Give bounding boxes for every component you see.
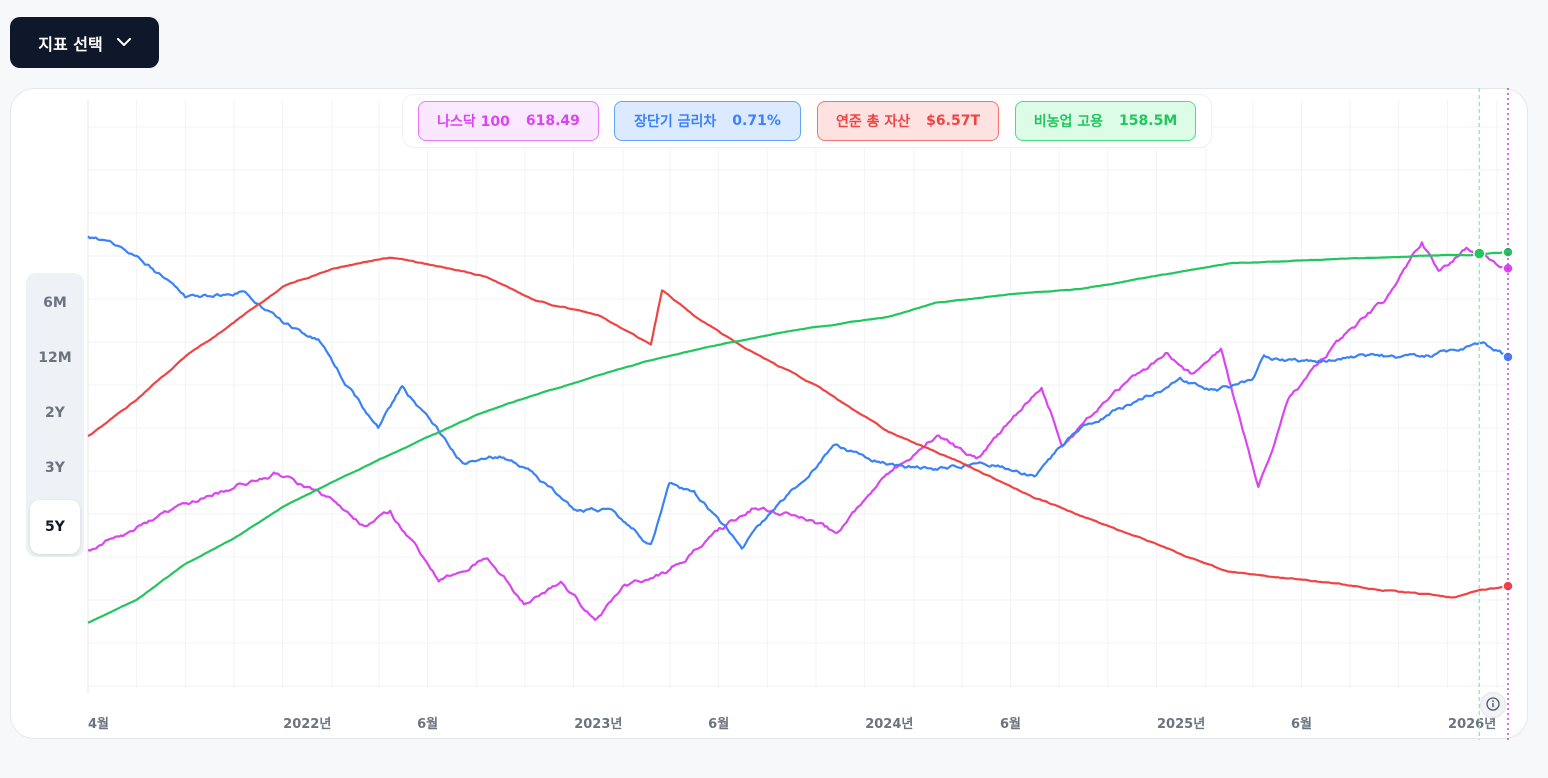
range-button-3y[interactable]: 3Y <box>45 460 65 476</box>
range-selector: 6M 12M 2Y 3Y 5Y <box>26 273 84 557</box>
x-tick-label: 4월 <box>88 716 109 732</box>
series-end-point <box>1502 580 1514 592</box>
legend-chip-fed-assets[interactable]: 연준 총 자산 $6.57T <box>817 101 999 141</box>
series-end-point <box>1502 351 1514 363</box>
info-icon <box>1486 696 1500 715</box>
x-tick-label: 6월 <box>1000 716 1021 732</box>
legend-chip-nasdaq[interactable]: 나스닥 100 618.49 <box>418 101 599 141</box>
x-tick-label: 6월 <box>1291 716 1312 732</box>
legend-chip-name: 나스닥 100 <box>437 114 510 130</box>
series-line <box>87 241 1509 621</box>
info-button[interactable] <box>1480 692 1506 718</box>
legend-chip-name: 연준 총 자산 <box>836 114 911 130</box>
x-tick-label: 6월 <box>708 716 729 732</box>
chevron-down-icon <box>116 38 131 47</box>
range-button-2y[interactable]: 2Y <box>45 405 65 421</box>
chart-legend: 나스닥 100 618.49 장단기 금리차 0.71% 연준 총 자산 $6.… <box>402 94 1212 148</box>
x-tick-label: 6월 <box>417 716 438 732</box>
legend-chip-yield-spread[interactable]: 장단기 금리차 0.71% <box>614 101 801 141</box>
hover-point <box>1473 247 1486 260</box>
indicator-select-button[interactable]: 지표 선택 <box>10 17 159 68</box>
legend-chip-payrolls[interactable]: 비농업 고용 158.5M <box>1015 101 1196 141</box>
legend-chip-value: 158.5M <box>1119 113 1178 129</box>
x-tick-label: 2022년 <box>283 717 331 732</box>
range-button-12m[interactable]: 12M <box>38 350 72 366</box>
indicator-select-label: 지표 선택 <box>38 34 103 54</box>
x-tick-label: 2025년 <box>1157 717 1205 732</box>
legend-chip-name: 비농업 고용 <box>1033 114 1104 130</box>
range-button-6m[interactable]: 6M <box>43 295 67 311</box>
legend-chip-name: 장단기 금리차 <box>634 114 717 130</box>
legend-chip-value: 618.49 <box>525 113 580 129</box>
legend-chip-value: 0.71% <box>732 113 781 129</box>
x-tick-label: 2024년 <box>865 717 913 732</box>
x-tick-label: 2023년 <box>574 717 622 732</box>
series-line <box>87 256 1509 599</box>
series-end-point <box>1502 246 1514 258</box>
series-line <box>87 250 1509 624</box>
x-tick-label: 2026년 <box>1448 717 1496 732</box>
chart-card <box>10 88 1528 739</box>
range-button-5y[interactable]: 5Y <box>30 500 80 554</box>
legend-chip-value: $6.57T <box>926 113 980 129</box>
series-line <box>87 235 1509 550</box>
